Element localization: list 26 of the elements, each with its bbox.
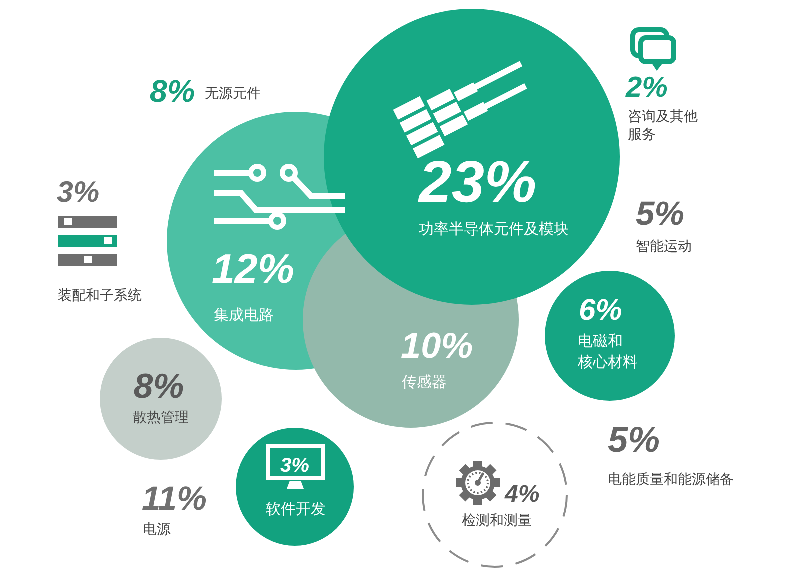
data-label: 12% bbox=[212, 246, 294, 292]
category-label: 电能质量和能源储备 bbox=[608, 471, 734, 487]
data-label: 8% bbox=[134, 367, 184, 406]
data-label: 6% bbox=[579, 294, 622, 327]
category-label: 集成电路 bbox=[214, 307, 274, 324]
category-label: 咨询及其他服务 bbox=[628, 108, 698, 142]
category-label: 电源 bbox=[143, 521, 171, 537]
category-label: 智能运动 bbox=[636, 238, 692, 254]
category-label: 散热管理 bbox=[133, 409, 189, 425]
data-label: 4% bbox=[504, 481, 540, 508]
data-label: 5% bbox=[608, 419, 660, 460]
category-label: 装配和子系统 bbox=[58, 287, 142, 303]
category-label: 传感器 bbox=[402, 374, 447, 391]
data-label: 10% bbox=[401, 325, 474, 366]
data-label: 3% bbox=[57, 176, 100, 209]
category-label: 无源元件 bbox=[205, 85, 261, 101]
category-label: 电磁和核心材料 bbox=[577, 333, 638, 371]
data-label: 5% bbox=[636, 196, 685, 233]
data-label: 23% bbox=[418, 150, 537, 215]
data-label: 2% bbox=[625, 72, 668, 104]
category-label: 软件开发 bbox=[266, 501, 326, 518]
category-label: 功率半导体元件及模块 bbox=[419, 221, 569, 238]
data-label: 8% bbox=[150, 74, 196, 109]
category-label: 检测和测量 bbox=[462, 512, 532, 528]
data-label: 11% bbox=[142, 480, 207, 518]
data-label: 3% bbox=[280, 455, 310, 477]
